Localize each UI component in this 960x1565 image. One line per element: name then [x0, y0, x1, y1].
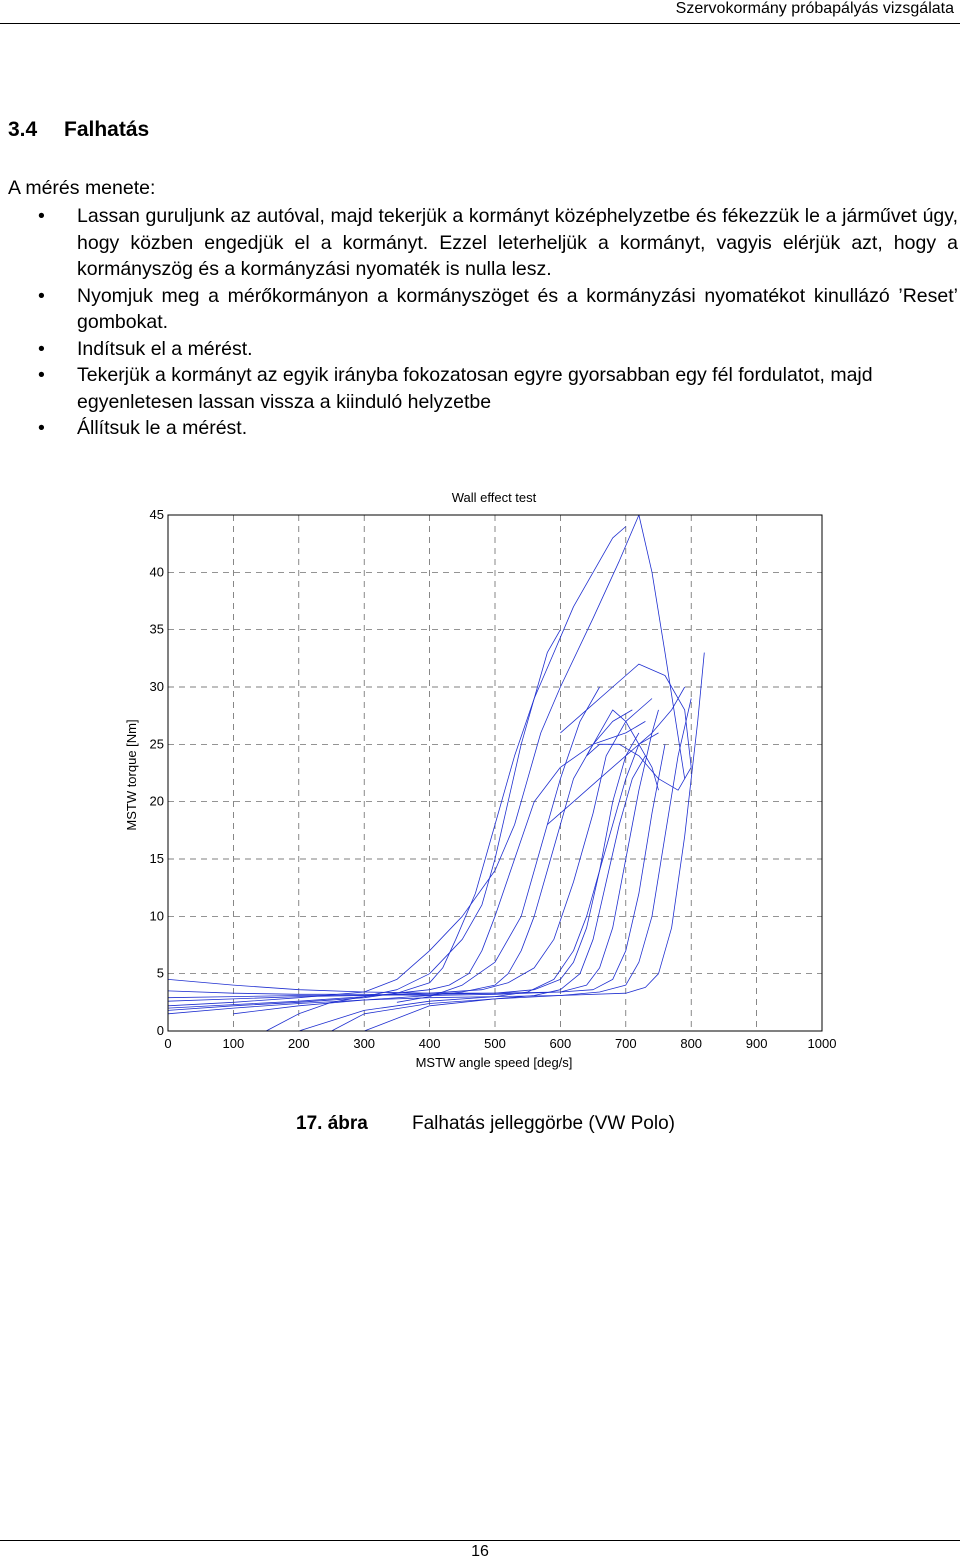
series-line [298, 732, 659, 1032]
chart-svg: Wall effect test 0 100 200 300 400 500 600 700 8… [124, 490, 836, 1070]
footer-rule [0, 1540, 960, 1541]
intro-text: A mérés menete: [8, 177, 156, 199]
step-item: Lassan guruljunk az autóval, majd tekerj… [0, 203, 958, 283]
x-tick-label: 800 [680, 1036, 702, 1051]
x-tick-label: 1000 [808, 1036, 837, 1051]
y-tick-label: 30 [150, 679, 164, 694]
wall-effect-chart: Wall effect test 0 100 200 300 400 500 600 700 8… [100, 480, 860, 1080]
x-tick-label: 300 [353, 1036, 375, 1051]
y-tick-labels: 0 5 10 15 20 25 30 35 40 45 [150, 507, 164, 1038]
y-tick-label: 10 [150, 908, 164, 923]
series-line [265, 721, 646, 1032]
y-tick-label: 15 [150, 851, 164, 866]
y-tick-label: 20 [150, 794, 164, 809]
x-tick-label: 100 [223, 1036, 245, 1051]
section-title: Falhatás [64, 118, 150, 141]
y-tick-label: 0 [157, 1023, 164, 1038]
x-tick-label: 500 [484, 1036, 506, 1051]
x-tick-labels: 0 100 200 300 400 500 600 700 800 900 1000 [164, 1036, 836, 1051]
step-item: Állítsuk le a mérést. [0, 415, 958, 442]
page-number: 16 [471, 1543, 489, 1560]
running-header: Szervokormány próbapályás vizsgálata [675, 0, 954, 17]
y-tick-label: 5 [157, 966, 164, 981]
y-axis-label: MSTW torque [Nm] [124, 719, 139, 830]
x-tick-label: 700 [615, 1036, 637, 1051]
series-line [167, 709, 659, 996]
section-heading: 3.4 Falhatás [8, 118, 149, 142]
x-tick-label: 200 [288, 1036, 310, 1051]
chart-series-group [167, 514, 705, 1032]
y-tick-label: 25 [150, 736, 164, 751]
x-tick-label: 0 [164, 1036, 171, 1051]
series-line [167, 526, 627, 1011]
x-tick-label: 400 [419, 1036, 441, 1051]
step-item: Indítsuk el a mérést. [0, 336, 958, 363]
step-item: Tekerjük a kormányt az egyik irányba fok… [0, 362, 958, 415]
figure-caption-text: Falhatás jelleggörbe (VW Polo) [412, 1113, 675, 1134]
step-list: Lassan guruljunk az autóval, majd tekerj… [0, 203, 958, 442]
y-tick-label: 35 [150, 622, 164, 637]
series-line [331, 755, 646, 1032]
y-tick-label: 45 [150, 507, 164, 522]
header-rule [0, 23, 960, 24]
series-line [167, 629, 561, 1009]
x-axis-label: MSTW angle speed [deg/s] [416, 1055, 573, 1070]
series-line [586, 709, 659, 791]
chart-frame [167, 514, 823, 1032]
series-line [167, 698, 653, 1002]
x-tick-label: 600 [550, 1036, 572, 1051]
series-line [547, 686, 686, 825]
chart-grid [168, 515, 822, 1031]
section-number: 3.4 [8, 118, 38, 141]
x-tick-label: 900 [746, 1036, 768, 1051]
series-line [233, 709, 633, 1015]
series-line [560, 663, 692, 791]
series-line [396, 686, 600, 1003]
series-line [167, 732, 640, 999]
series-line [167, 652, 705, 1015]
series-line [167, 514, 686, 1007]
figure-number: 17. ábra [296, 1113, 368, 1134]
series-line [167, 744, 666, 994]
y-tick-label: 40 [150, 564, 164, 579]
series-line [364, 698, 692, 1032]
step-item: Nyomjuk meg a mérőkormányon a kormányszö… [0, 283, 958, 336]
chart-title: Wall effect test [452, 490, 537, 505]
